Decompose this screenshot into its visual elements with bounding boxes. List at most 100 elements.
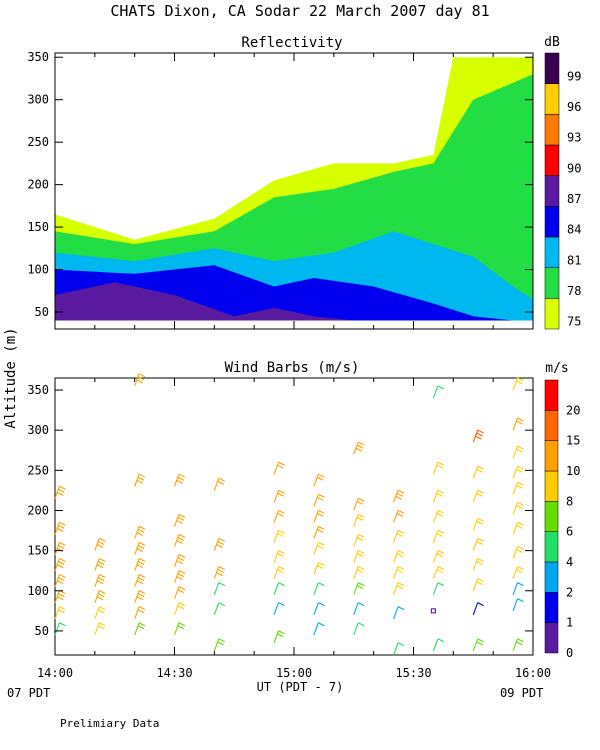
wind-barb-staff — [472, 638, 479, 652]
wind-barb-flag — [317, 528, 324, 533]
wind-barb — [54, 541, 66, 555]
reflectivity-colorbar-swatch — [544, 236, 560, 268]
wind-barb-flag — [178, 622, 186, 627]
wind-barb-flag — [396, 585, 404, 590]
wind-barb-flag — [136, 379, 144, 384]
wind-barb-staff — [512, 638, 519, 652]
wind-colorbar-swatch — [544, 561, 559, 593]
wind-barb — [472, 537, 484, 551]
wind-barb-flag — [517, 582, 524, 587]
wind-barb-staff — [512, 546, 519, 559]
wind-x-tick-label: 16:00 — [515, 666, 551, 680]
wind-barb — [273, 529, 285, 543]
wind-barb-flag — [58, 609, 65, 614]
reflectivity-y-tick-label: 150 — [27, 220, 49, 234]
wind-barb-flag — [178, 533, 186, 538]
wind-barb-flag — [436, 464, 444, 469]
wind-barb-flag — [56, 580, 64, 585]
wind-barb — [134, 473, 146, 487]
wind-barb-staff — [472, 518, 479, 531]
wind-barb-flag — [176, 479, 183, 484]
wind-barb-flag — [96, 544, 104, 549]
wind-barb-staff — [393, 642, 399, 656]
wind-barb-staff — [94, 538, 100, 551]
wind-barb — [472, 465, 484, 479]
wind-barb-flag — [356, 536, 364, 541]
wind-barb-staff — [313, 622, 319, 636]
wind-barb-staff — [472, 578, 479, 591]
wind-barb-flag — [476, 581, 483, 586]
wind-barb — [512, 566, 524, 579]
start-timezone: 07 PDT — [7, 686, 50, 700]
wind-barb — [134, 557, 146, 571]
wind-barb — [472, 578, 484, 591]
wind-barb-flag — [476, 641, 483, 646]
wind-barb-flag — [356, 500, 364, 505]
wind-barb-flag — [137, 544, 145, 549]
wind-barb-flag — [58, 577, 65, 582]
wind-barb — [472, 638, 484, 652]
wind-colorbar-swatch — [544, 470, 559, 502]
wind-barb — [94, 574, 106, 587]
wind-y-tick-label: 200 — [27, 503, 49, 517]
wind-barb-staff — [273, 602, 280, 616]
wind-barb-flag — [356, 516, 364, 521]
wind-barb-flag — [396, 492, 404, 497]
wind-barb-flag — [517, 417, 524, 422]
wind-barb-flag — [137, 528, 145, 533]
wind-barb-flag — [436, 532, 444, 537]
reflectivity-colorbar-tick: 84 — [567, 223, 581, 237]
wind-barb-flag — [436, 492, 444, 497]
wind-barb-flag — [357, 549, 365, 554]
wind-barb — [213, 602, 226, 616]
wind-barb-flag — [477, 602, 484, 607]
wind-barb-flag — [476, 561, 483, 566]
reflectivity-colorbar-tick: 90 — [567, 161, 581, 175]
wind-barb — [313, 509, 325, 523]
wind-barb-flag — [517, 598, 524, 603]
wind-barb — [472, 557, 484, 571]
wind-barb — [173, 553, 186, 567]
wind-barb-staff — [472, 465, 479, 479]
wind-x-tick-label: 15:30 — [395, 666, 431, 680]
wind-barb-staff — [512, 582, 519, 595]
wind-barb-staff — [94, 606, 100, 620]
wind-x-tick-label: 14:30 — [156, 666, 192, 680]
wind-barb-staff — [94, 622, 100, 636]
wind-barb-staff — [213, 582, 220, 595]
wind-barb-flag — [178, 513, 186, 518]
wind-barb — [54, 574, 66, 587]
wind-barb — [173, 533, 186, 547]
wind-barb-flag — [516, 468, 523, 473]
x-axis-label: UT (PDT - 7) — [257, 680, 344, 694]
wind-barb-flag — [356, 553, 364, 557]
wind-barb — [313, 622, 325, 636]
wind-barb-flag — [396, 532, 404, 537]
wind-barb-flag — [477, 489, 484, 494]
wind-barb-flag — [176, 576, 183, 581]
wind-barb-flag — [397, 582, 405, 587]
wind-barb-flag — [437, 549, 445, 554]
wind-barb-flag — [218, 477, 226, 482]
wind-barb-flag — [137, 609, 145, 614]
wind-y-axis: 50 100 150 200 250 300 350 — [27, 383, 533, 638]
wind-barb — [134, 622, 146, 636]
wind-barb-flag — [178, 602, 186, 607]
wind-barb-flag — [177, 625, 185, 630]
wind-barb-flag — [317, 496, 324, 501]
wind-x-tick-label: 15:00 — [276, 666, 312, 680]
wind-barb-flag — [278, 509, 285, 514]
wind-barb-flag — [318, 541, 325, 546]
wind-barb — [273, 489, 285, 503]
wind-barb — [54, 557, 66, 571]
wind-barb-flag — [477, 638, 484, 643]
wind-barb-staff — [393, 550, 399, 563]
wind-barb-flag — [136, 596, 144, 601]
wind-barb-flag — [437, 385, 445, 390]
wind-barb-flag — [357, 582, 365, 587]
wind-barb-flag — [278, 602, 285, 607]
wind-barb-staff — [313, 526, 319, 539]
wind-barb — [353, 549, 365, 563]
wind-barb-staff — [472, 558, 479, 571]
